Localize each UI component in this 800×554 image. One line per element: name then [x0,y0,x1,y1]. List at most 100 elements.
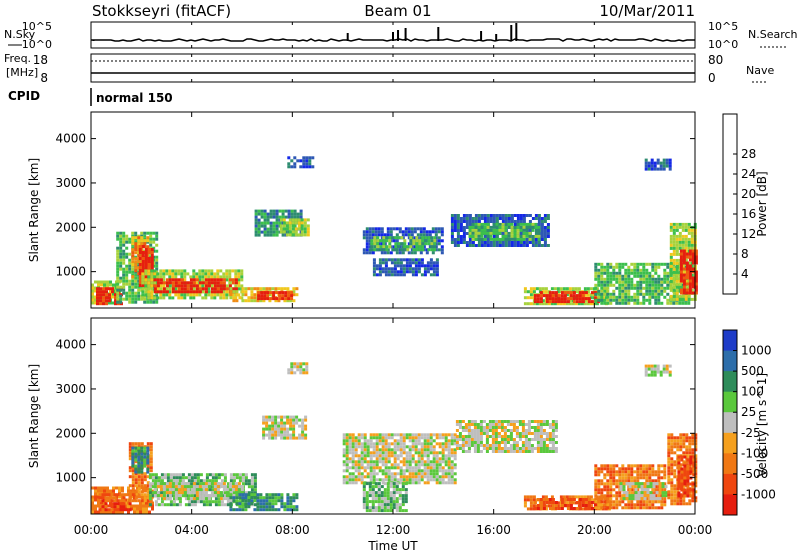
velocity-cell [168,497,172,501]
velocity-cell [426,442,430,446]
velocity-cell [357,439,361,443]
velocity-cell [238,473,242,477]
velocity-cell [146,470,150,474]
velocity-cell [229,479,233,483]
power-cell [231,278,235,282]
velocity-cell [277,424,281,428]
velocity-cell [464,435,468,438]
power-cell [645,268,649,272]
power-cell [606,292,610,296]
power-cell [600,295,604,299]
power-cell [150,263,154,266]
velocity-cell [137,455,141,459]
velocity-cell [174,491,178,495]
velocity-cell [378,436,382,440]
velocity-cell [137,478,141,482]
power-cell [435,267,439,271]
velocity-cell [211,485,215,489]
power-cell [546,235,550,238]
power-cell [606,274,610,278]
velocity-cell [524,441,528,444]
velocity-cell [401,485,405,489]
velocity-cell [140,458,144,462]
velocity-cell [342,442,346,446]
power-cell [471,220,475,223]
velocity-cell [204,485,208,489]
power-cell [645,292,649,296]
velocity-cell [438,451,442,455]
power-cell [279,227,283,231]
velocity-cell [371,488,375,492]
power-cell [694,249,698,253]
velocity-cell [497,423,501,426]
power-cell [300,233,304,237]
power-cell [138,266,142,269]
power-cell [144,263,148,266]
velocity-cell [384,457,388,461]
velocity-cell [241,508,245,512]
velocity-cell [149,454,153,458]
power-cell [633,265,637,269]
velocity-cell [420,463,424,467]
velocity-cell [259,502,263,506]
power-cell [672,294,676,298]
power-cell [125,294,129,298]
power-cell [119,231,123,235]
power-cell [639,268,643,272]
velocity-cell [131,493,135,497]
power-cell [385,236,389,240]
velocity-cell [530,444,534,447]
power-cell [513,228,517,232]
power-cell [384,258,388,262]
power-cell [152,237,156,241]
velocity-cell [140,499,144,503]
velocity-cell [140,484,144,488]
power-cell [414,270,418,274]
power-cell [532,302,536,306]
velocity-cell [292,415,296,419]
power-cell [688,291,692,295]
power-cell [402,267,406,271]
velocity-cell [387,448,391,452]
velocity-cell [265,496,269,500]
power-cell [294,233,298,237]
velocity-cell [509,435,513,438]
power-cell [516,237,520,241]
power-cell [627,298,631,302]
power-cell [672,297,676,301]
power-cell [483,241,487,244]
power-cell [694,288,698,292]
velocity-cell [295,493,299,497]
velocity-cell [476,429,480,432]
power-cell [639,286,643,290]
power-cell [384,273,388,277]
velocity-cell [417,448,421,452]
power-cell [112,295,115,299]
velocity-cell [196,473,200,477]
power-cell [112,301,115,305]
power-cell [554,300,558,304]
power-cell [100,283,103,287]
velocity-cell [479,426,483,429]
power-cell [688,276,692,280]
velocity-cell [488,435,492,438]
power-cell [213,293,217,297]
velocity-cell [411,478,415,482]
velocity-cell [247,505,251,509]
velocity-cell [253,476,257,480]
velocity-cell [101,499,105,503]
velocity-cell [100,510,103,514]
velocity-cell [398,503,402,507]
velocity-region [455,420,558,453]
velocity-cell [131,452,135,456]
power-cell [492,217,496,220]
power-cell [253,293,257,297]
power-cell [669,243,673,247]
power-cell [545,300,549,304]
power-cell [687,243,691,247]
power-cell [137,254,141,258]
velocity-cell [432,472,436,476]
power-cell [116,231,120,235]
velocity-cell [479,420,483,423]
velocity-cell [393,457,397,461]
